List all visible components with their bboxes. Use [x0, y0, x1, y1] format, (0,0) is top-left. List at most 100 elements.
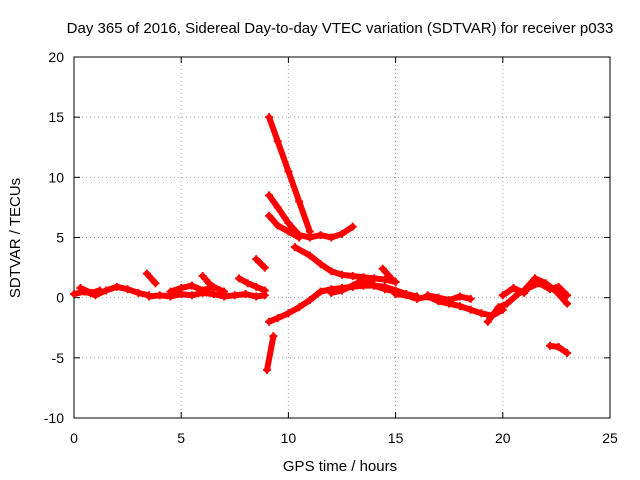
- data-point: [265, 211, 274, 220]
- x-tick-label: 0: [70, 430, 78, 446]
- data-series-group: [70, 113, 572, 374]
- data-point: [338, 286, 346, 295]
- y-tick-label: 20: [48, 49, 64, 65]
- y-tick-label: -10: [44, 410, 64, 426]
- series-track-d: [142, 269, 160, 288]
- data-point: [142, 269, 151, 278]
- data-point: [284, 309, 293, 318]
- data-point: [198, 272, 207, 281]
- data-point: [262, 365, 271, 374]
- series-track-u: [520, 274, 572, 308]
- series-line: [266, 114, 313, 235]
- data-point: [166, 287, 175, 296]
- data-point: [305, 296, 314, 305]
- data-point: [348, 281, 357, 290]
- y-tick-label: -5: [52, 350, 65, 366]
- data-point: [455, 292, 464, 301]
- data-point: [273, 314, 282, 323]
- data-point: [530, 274, 539, 283]
- data-point: [509, 284, 518, 293]
- data-point: [466, 294, 475, 303]
- data-point: [494, 303, 503, 312]
- series-track-p: [262, 332, 278, 374]
- data-point: [87, 288, 96, 297]
- data-point: [284, 219, 293, 228]
- y-tick-label: 5: [56, 230, 64, 246]
- series-track-c: [145, 288, 269, 301]
- data-point: [316, 287, 325, 296]
- data-point: [290, 243, 299, 252]
- data-point: [220, 287, 229, 296]
- data-point: [235, 274, 244, 283]
- data-point: [498, 291, 507, 300]
- series-line: [264, 333, 277, 373]
- data-point: [273, 203, 282, 212]
- data-point: [209, 290, 218, 299]
- data-point: [123, 285, 132, 294]
- series-track-v: [545, 341, 572, 358]
- data-point: [413, 294, 422, 303]
- data-point: [295, 303, 304, 312]
- data-point: [316, 231, 325, 240]
- data-point: [370, 281, 379, 290]
- data-point: [552, 287, 561, 296]
- series-track-b: [76, 284, 104, 297]
- data-point: [252, 292, 261, 301]
- data-point: [455, 302, 464, 311]
- data-point: [378, 264, 387, 273]
- data-point: [295, 233, 304, 242]
- series-track-k: [265, 211, 304, 242]
- data-point: [545, 341, 554, 350]
- data-point: [295, 197, 304, 206]
- series-track-e: [166, 281, 229, 296]
- x-tick-label: 5: [177, 430, 185, 446]
- data-point: [187, 291, 196, 300]
- data-point: [305, 251, 314, 260]
- data-point: [252, 255, 261, 264]
- series-track-i: [265, 113, 314, 236]
- data-point: [243, 279, 252, 288]
- data-point: [387, 274, 396, 283]
- data-point: [209, 282, 218, 291]
- data-point: [370, 274, 379, 283]
- data-point: [348, 222, 357, 231]
- data-point: [198, 286, 207, 295]
- data-point: [316, 259, 325, 268]
- data-point: [554, 343, 563, 352]
- y-axis-ticks: -10 -5 0 5 10 15 20: [44, 49, 610, 426]
- data-point: [305, 233, 314, 242]
- series-line: [143, 270, 159, 287]
- data-point: [327, 233, 336, 242]
- x-tick-label: 10: [281, 430, 297, 446]
- data-point: [134, 288, 143, 297]
- data-point: [76, 284, 85, 293]
- data-point: [265, 317, 274, 326]
- data-point: [284, 227, 293, 236]
- data-point: [563, 299, 572, 308]
- series-line: [236, 275, 268, 294]
- data-point: [520, 286, 529, 295]
- data-point: [434, 293, 443, 302]
- series-line: [379, 265, 395, 282]
- data-point: [338, 270, 346, 279]
- chart-title: Day 365 of 2016, Sidereal Day-to-day VTE…: [67, 20, 614, 37]
- data-point: [260, 286, 269, 295]
- series-line: [199, 273, 213, 287]
- data-point: [477, 309, 486, 318]
- series-track-o: [378, 264, 396, 283]
- series-track-l: [290, 243, 400, 287]
- y-tick-label: 15: [48, 109, 64, 125]
- data-point: [155, 291, 164, 300]
- series-line: [291, 244, 399, 285]
- data-point: [252, 282, 261, 291]
- data-point: [380, 285, 389, 294]
- y-tick-label: 0: [56, 290, 64, 306]
- data-point: [177, 284, 186, 293]
- data-point: [466, 305, 475, 314]
- data-point: [241, 290, 250, 299]
- data-point: [563, 291, 572, 300]
- y-axis-label: SDTVAR / TECUs: [7, 178, 24, 298]
- x-axis-ticks: 0 5 10 15 20 25: [70, 57, 618, 446]
- data-point: [265, 113, 274, 122]
